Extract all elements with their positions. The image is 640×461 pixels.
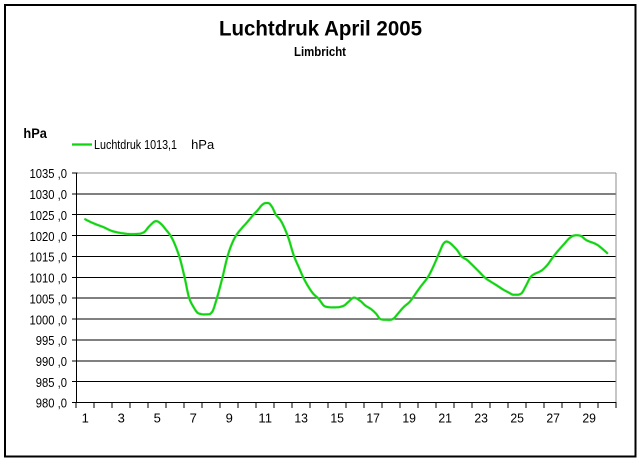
svg-text:1000 ,0: 1000 ,0 (30, 312, 68, 327)
svg-text:1015 ,0: 1015 ,0 (30, 250, 68, 265)
svg-text:Limbricht: Limbricht (294, 44, 347, 59)
svg-text:Luchtdruk April 2005: Luchtdruk April 2005 (219, 17, 422, 41)
svg-text:980 ,0: 980 ,0 (36, 396, 67, 411)
svg-text:5: 5 (154, 411, 161, 426)
svg-text:995 ,0: 995 ,0 (36, 333, 67, 348)
svg-text:17: 17 (366, 411, 380, 426)
svg-text:11: 11 (258, 411, 272, 426)
svg-text:7: 7 (190, 411, 197, 426)
svg-text:1020 ,0: 1020 ,0 (30, 229, 68, 244)
svg-text:1030 ,0: 1030 ,0 (30, 187, 68, 202)
svg-text:15: 15 (330, 411, 344, 426)
svg-text:hPa: hPa (23, 126, 47, 141)
svg-text:hPa: hPa (191, 137, 215, 152)
svg-text:27: 27 (546, 411, 560, 426)
svg-text:23: 23 (474, 411, 488, 426)
svg-text:13: 13 (294, 411, 308, 426)
svg-text:1025 ,0: 1025 ,0 (30, 208, 68, 223)
svg-text:1010 ,0: 1010 ,0 (30, 271, 68, 286)
svg-text:25: 25 (510, 411, 524, 426)
svg-text:1035 ,0: 1035 ,0 (30, 166, 68, 181)
svg-text:21: 21 (438, 411, 452, 426)
svg-text:1005 ,0: 1005 ,0 (30, 291, 68, 306)
svg-text:Luchtdruk 1013,1: Luchtdruk 1013,1 (94, 137, 177, 152)
svg-text:29: 29 (582, 411, 596, 426)
svg-text:990 ,0: 990 ,0 (36, 354, 67, 369)
svg-text:19: 19 (402, 411, 416, 426)
svg-text:9: 9 (226, 411, 233, 426)
svg-text:985 ,0: 985 ,0 (36, 375, 67, 390)
svg-text:1: 1 (82, 411, 89, 426)
svg-text:3: 3 (118, 411, 125, 426)
